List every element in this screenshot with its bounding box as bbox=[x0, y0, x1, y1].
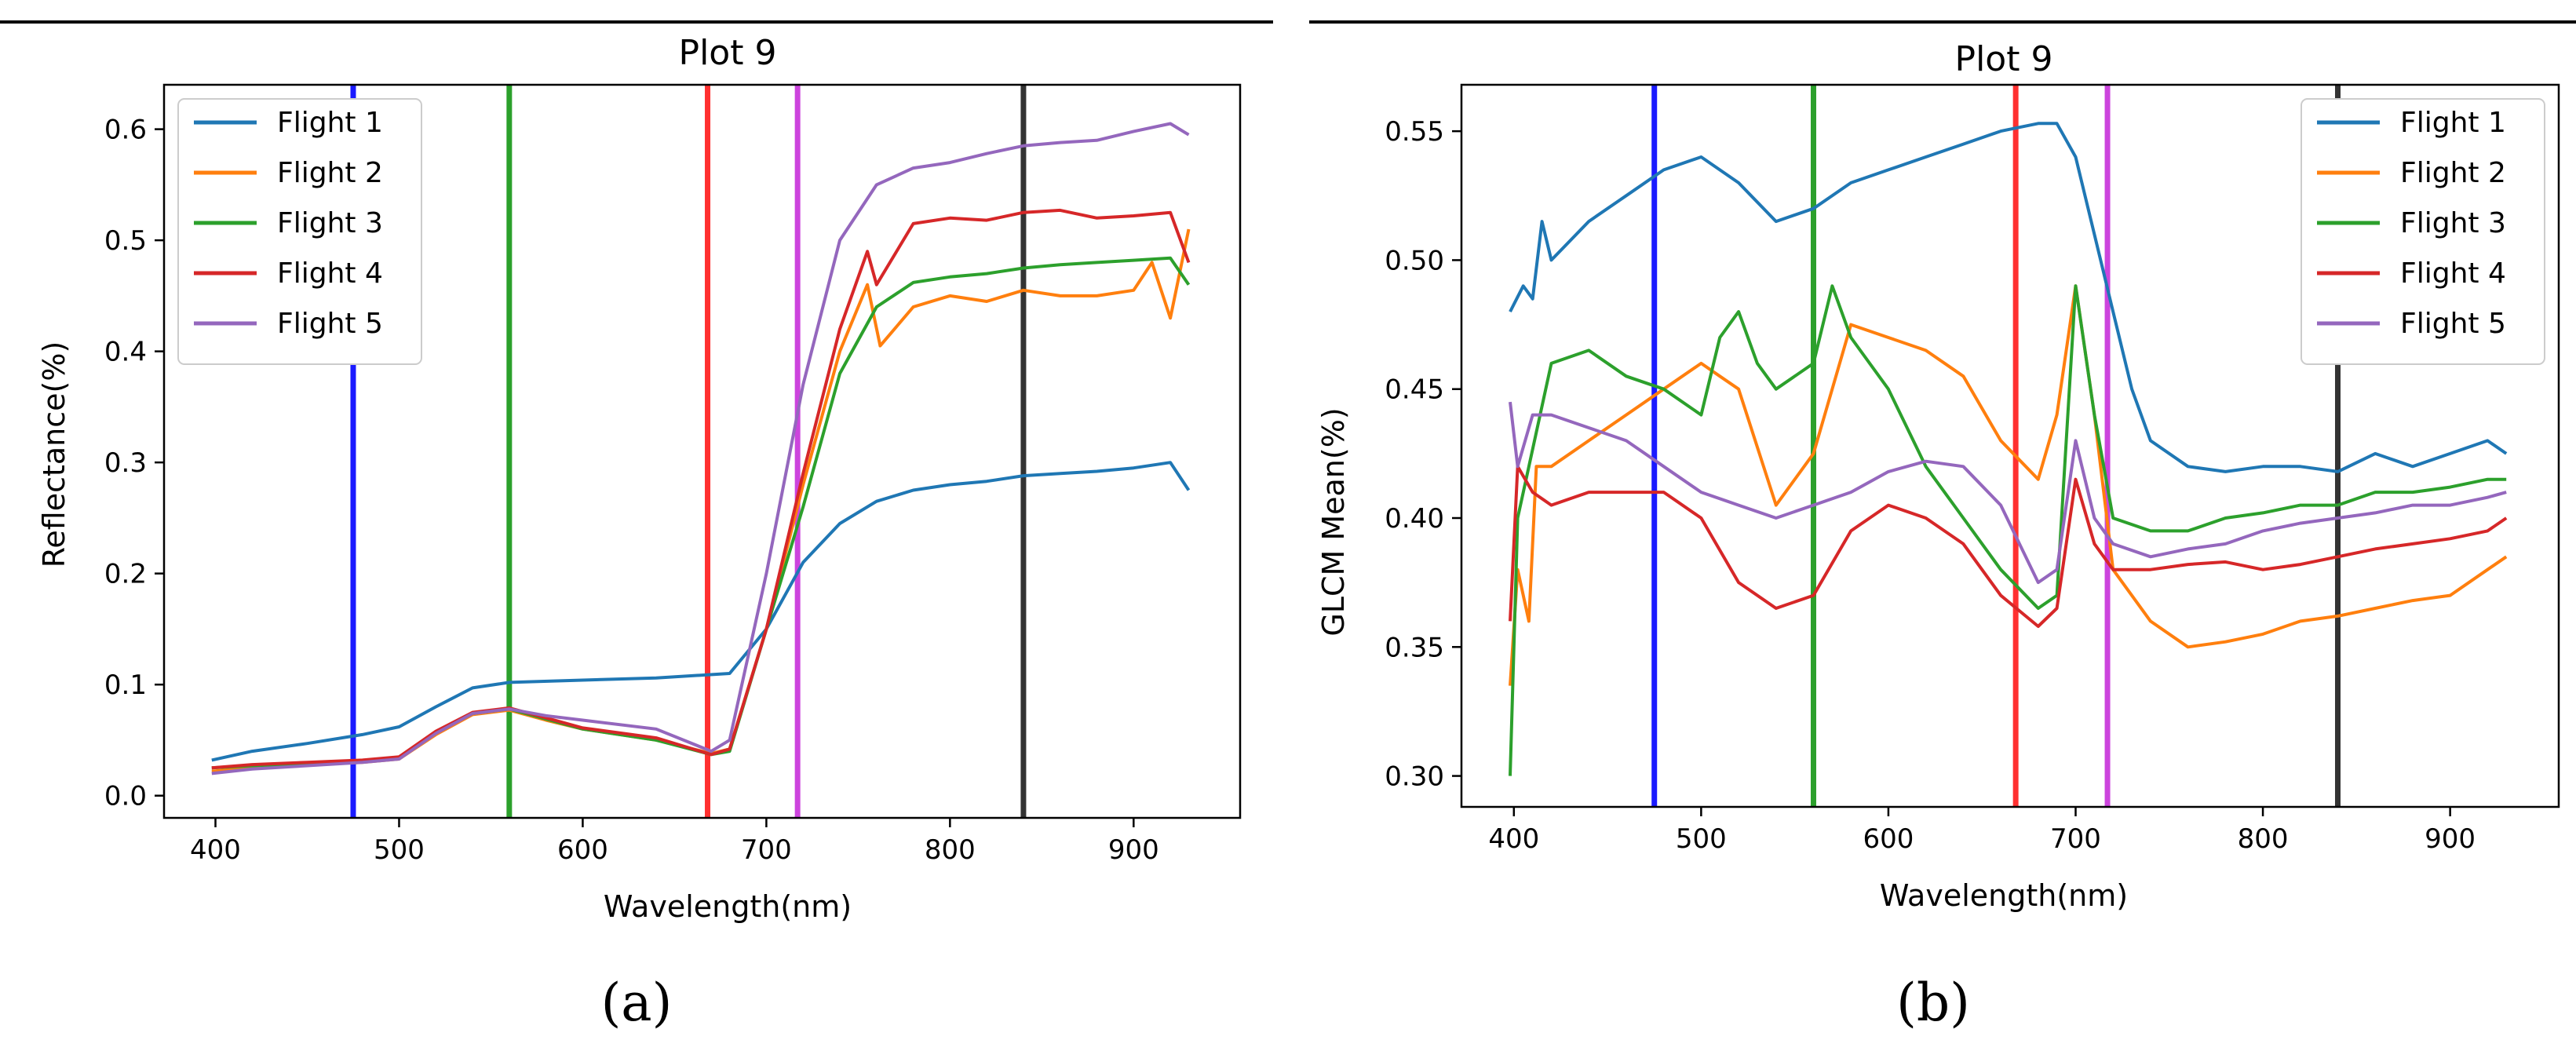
y-tick-label: 0.35 bbox=[1385, 632, 1444, 663]
legend-label-flight-3: Flight 3 bbox=[277, 207, 383, 239]
chart-panel-a: Plot 9 Reflectance(%) Wavelength(nm) (a)… bbox=[0, 20, 1273, 1033]
x-tick-label: 800 bbox=[925, 834, 976, 866]
y-tick-label: 0.50 bbox=[1385, 245, 1444, 276]
legend-box bbox=[2301, 98, 2545, 365]
x-tick-label: 700 bbox=[741, 834, 792, 866]
series-line-flight-4 bbox=[1509, 465, 2508, 628]
chart-panel-b: Plot 9 GLCM Mean(%) Wavelength(nm) (b) 4… bbox=[1309, 20, 2576, 1033]
legend-label-flight-4: Flight 4 bbox=[2400, 257, 2506, 290]
chart-title: Plot 9 bbox=[679, 33, 777, 73]
x-tick-label: 800 bbox=[2238, 823, 2289, 855]
x-tick-label: 400 bbox=[190, 834, 241, 866]
legend-label-flight-1: Flight 1 bbox=[2400, 107, 2506, 139]
x-tick-label: 700 bbox=[2050, 823, 2101, 855]
series-line-flight-1 bbox=[1509, 122, 2508, 473]
y-axis-label: Reflectance(%) bbox=[37, 341, 71, 568]
panel-caption: (a) bbox=[601, 973, 673, 1033]
y-tick-label: 0.45 bbox=[1385, 374, 1444, 406]
y-axis-label: GLCM Mean(%) bbox=[1316, 407, 1351, 636]
legend-label-flight-4: Flight 4 bbox=[277, 257, 383, 290]
panel-caption: (b) bbox=[1896, 973, 1970, 1033]
series-line-flight-2 bbox=[1509, 284, 2508, 686]
x-tick-label: 600 bbox=[557, 834, 608, 866]
x-tick-label: 600 bbox=[1863, 823, 1914, 855]
x-tick-label: 900 bbox=[2425, 823, 2476, 855]
series-line-flight-5 bbox=[211, 122, 1190, 775]
y-tick-label: 0.40 bbox=[1385, 503, 1444, 535]
legend-label-flight-5: Flight 5 bbox=[277, 308, 383, 340]
legend-label-flight-1: Flight 1 bbox=[277, 107, 383, 139]
y-tick-label: 0.5 bbox=[104, 225, 147, 257]
axes-frame bbox=[162, 83, 1242, 819]
series-line-flight-3 bbox=[1509, 284, 2507, 776]
series-line-flight-4 bbox=[211, 208, 1191, 770]
legend-label-flight-3: Flight 3 bbox=[2400, 207, 2506, 239]
x-axis-label: Wavelength(nm) bbox=[604, 889, 852, 924]
x-tick-label: 500 bbox=[374, 834, 425, 866]
legend: Flight 1 Flight 2 Flight 3 Flight 4 Flight 5 bbox=[177, 98, 422, 365]
x-tick-label: 500 bbox=[1676, 823, 1727, 855]
legend-label-flight-2: Flight 2 bbox=[277, 157, 383, 189]
series-line-flight-5 bbox=[1509, 401, 2507, 585]
y-tick-label: 0.0 bbox=[104, 781, 147, 812]
x-tick-label: 900 bbox=[1108, 834, 1159, 866]
y-tick-label: 0.30 bbox=[1385, 761, 1444, 793]
chart-title: Plot 9 bbox=[1955, 39, 2053, 79]
y-tick-label: 0.55 bbox=[1385, 116, 1444, 148]
legend-box bbox=[177, 98, 422, 365]
plot-area: 400 500 600 700 800 900 0.0 0.1 0.2 0.3 0.4 0.5 0.6 bbox=[104, 83, 1242, 866]
x-axis-label: Wavelength(nm) bbox=[1880, 878, 2128, 913]
legend-label-flight-5: Flight 5 bbox=[2400, 308, 2506, 340]
series-line-flight-1 bbox=[211, 461, 1191, 762]
legend-label-flight-2: Flight 2 bbox=[2400, 157, 2506, 189]
x-tick-label: 400 bbox=[1488, 823, 1539, 855]
axes-frame bbox=[1460, 83, 2560, 808]
legend: Flight 1 Flight 2 Flight 3 Flight 4 Flight 5 bbox=[2301, 98, 2545, 365]
y-tick-label: 0.3 bbox=[104, 447, 147, 479]
y-tick-label: 0.6 bbox=[104, 115, 147, 146]
y-tick-label: 0.1 bbox=[104, 670, 147, 701]
y-tick-label: 0.2 bbox=[104, 559, 147, 590]
y-tick-label: 0.4 bbox=[104, 337, 147, 368]
